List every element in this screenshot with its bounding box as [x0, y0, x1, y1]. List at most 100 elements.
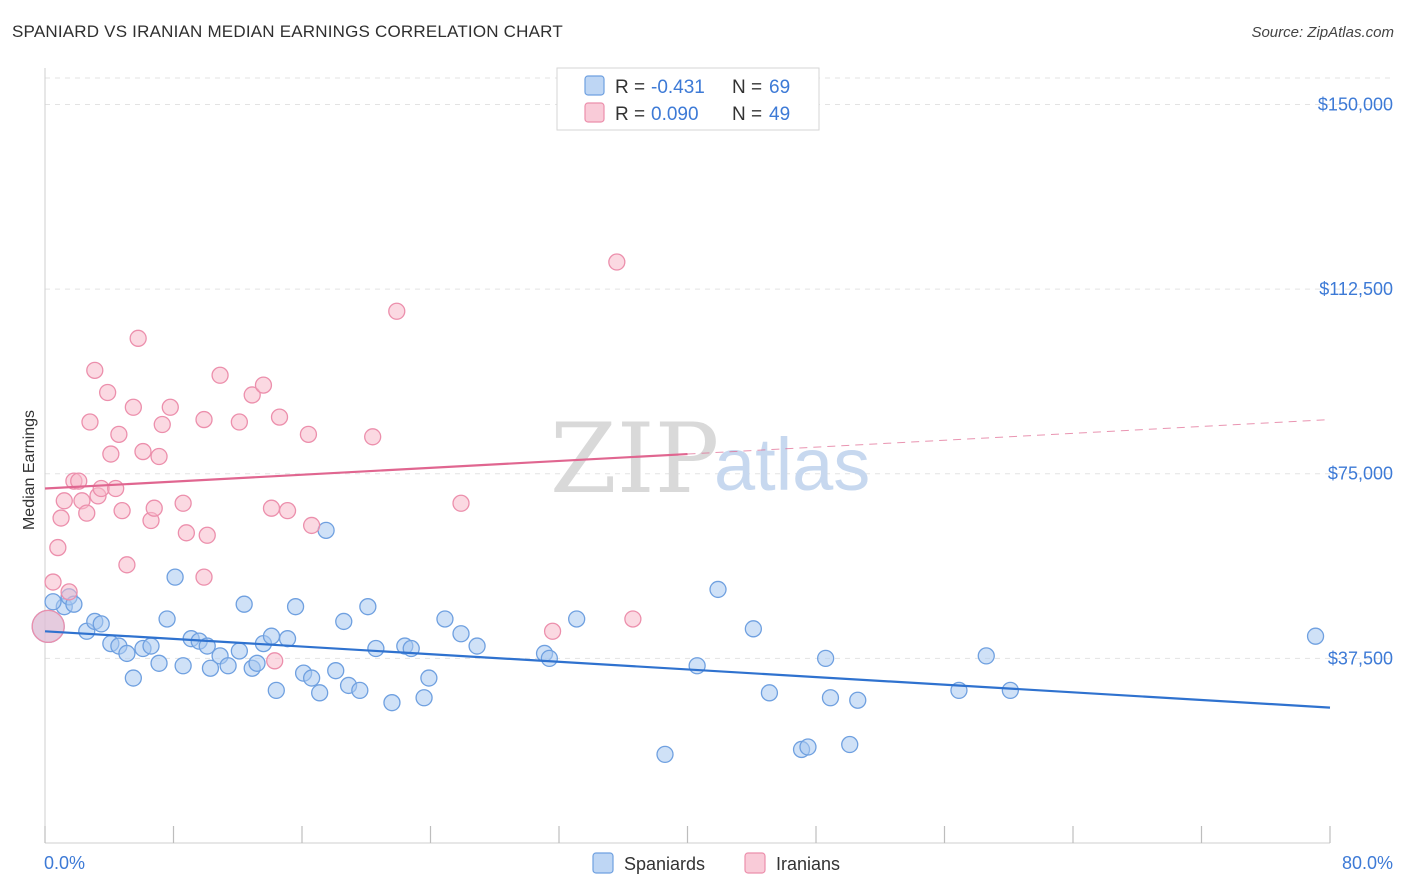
- point-iranians-34: [230, 413, 249, 431]
- bottom-legend-label-iranians: Iranians: [776, 854, 840, 874]
- chart-source: Source: ZipAtlas.com: [1251, 24, 1394, 41]
- legend-swatch-iranians: [584, 102, 605, 123]
- point-spaniards-24: [235, 595, 253, 613]
- bottom-legend-swatch-iranians: [744, 852, 766, 874]
- point-spaniards-22: [219, 657, 237, 675]
- point-spaniards-63: [849, 691, 867, 709]
- point-spaniards-65: [977, 647, 995, 665]
- point-spaniards-47: [436, 610, 454, 628]
- point-iranians-15: [102, 445, 120, 463]
- point-iranians-32: [195, 568, 213, 586]
- bottom-legend-swatch-spaniards: [592, 852, 614, 874]
- chart-title: SPANIARD VS IRANIAN MEDIAN EARNINGS CORR…: [12, 22, 563, 41]
- point-iranians-20: [124, 398, 142, 416]
- point-iranians-40: [278, 502, 297, 520]
- point-spaniards-61: [821, 689, 840, 707]
- watermark-atlas: atlas: [714, 423, 870, 506]
- legend-n-label-iranians: N =: [732, 104, 762, 125]
- point-spaniards-42: [383, 694, 401, 712]
- point-iranians-3: [52, 509, 70, 527]
- point-iranians-43: [364, 428, 382, 446]
- point-spaniards-33: [302, 669, 321, 687]
- point-spaniards-55: [709, 580, 727, 599]
- point-spaniards-10: [124, 669, 142, 687]
- point-iranians-28: [174, 494, 192, 512]
- point-iranians-44: [388, 302, 406, 320]
- point-iranians-5: [60, 583, 78, 601]
- point-spaniards-15: [166, 568, 184, 586]
- point-iranians-27: [161, 398, 179, 416]
- point-iranians-47: [608, 253, 626, 271]
- point-iranians-24: [145, 499, 163, 517]
- point-spaniards-28: [262, 627, 281, 645]
- point-iranians-25: [150, 447, 168, 466]
- point-spaniards-51: [540, 649, 559, 668]
- point-iranians-21: [129, 329, 147, 347]
- point-spaniards-56: [744, 620, 763, 638]
- trend-line-spaniards: [44, 630, 1331, 709]
- point-iranians-19: [118, 556, 136, 574]
- point-iranians-7: [70, 472, 88, 490]
- point-iranians-46: [543, 622, 562, 640]
- point-iranians-38: [266, 652, 284, 670]
- point-spaniards-31: [286, 598, 305, 616]
- point-iranians-48: [624, 610, 642, 628]
- point-spaniards-26: [248, 654, 266, 672]
- point-spaniards-67: [1306, 627, 1325, 645]
- y-tick-label-0: $37,500: [1328, 648, 1393, 668]
- point-iranians-0: [31, 609, 65, 644]
- point-spaniards-39: [351, 681, 369, 700]
- point-spaniards-49: [468, 637, 486, 655]
- point-spaniards-9: [118, 644, 136, 663]
- axes: [44, 68, 1331, 844]
- point-spaniards-41: [367, 639, 385, 658]
- point-spaniards-52: [568, 610, 586, 628]
- point-iranians-14: [98, 383, 117, 402]
- point-spaniards-68: [44, 593, 62, 611]
- point-iranians-9: [78, 504, 96, 522]
- point-spaniards-48: [452, 625, 470, 643]
- trend-line-iranians: [44, 452, 688, 490]
- x-tick-label-0: 0.0%: [44, 853, 85, 873]
- point-iranians-39: [270, 408, 289, 426]
- point-iranians-31: [198, 526, 216, 544]
- legend-swatch-spaniards: [584, 75, 605, 96]
- x-tick-labels: 0.0% 80.0%: [44, 853, 1393, 873]
- legend-r-value-iranians: 0.090: [651, 104, 699, 125]
- point-iranians-18: [113, 502, 131, 520]
- trend-lines: [44, 419, 1331, 709]
- point-spaniards-59: [799, 738, 817, 756]
- point-spaniards-20: [201, 659, 220, 677]
- bottom-legend: Spaniards Iranians: [592, 852, 840, 874]
- point-spaniards-45: [415, 689, 433, 707]
- y-axis-label: Median Earnings: [21, 410, 38, 530]
- point-iranians-10: [81, 413, 99, 431]
- y-tick-label-3: $150,000: [1318, 94, 1393, 114]
- x-tick-label-1: 80.0%: [1342, 853, 1393, 873]
- bottom-legend-label-spaniards: Spaniards: [624, 854, 705, 874]
- point-iranians-37: [262, 499, 281, 517]
- point-iranians-26: [153, 415, 171, 434]
- point-spaniards-60: [816, 649, 835, 668]
- point-spaniards-57: [760, 684, 779, 702]
- point-iranians-42: [302, 516, 321, 535]
- legend-n-value-iranians: 49: [769, 104, 790, 125]
- point-spaniards-29: [267, 681, 285, 700]
- point-spaniards-12: [142, 637, 160, 655]
- trend-line-dashed-iranians: [687, 419, 1331, 455]
- legend-r-value-spaniards: -0.431: [651, 77, 705, 98]
- point-iranians-36: [254, 376, 273, 394]
- point-spaniards-46: [420, 669, 438, 687]
- point-iranians-17: [110, 425, 128, 443]
- legend-r-label-spaniards: R =: [615, 77, 645, 98]
- point-iranians-13: [92, 479, 110, 498]
- point-spaniards-34: [311, 684, 329, 702]
- point-iranians-45: [452, 494, 470, 512]
- y-tick-label-1: $75,000: [1328, 464, 1393, 484]
- point-spaniards-23: [230, 642, 249, 660]
- legend-n-label-spaniards: N =: [732, 77, 762, 98]
- point-iranians-2: [49, 538, 67, 557]
- y-tick-labels: $37,500 $75,000 $112,500 $150,000: [1318, 94, 1393, 668]
- watermark: ZIP atlas: [550, 403, 870, 515]
- y-tick-label-2: $112,500: [1319, 279, 1393, 299]
